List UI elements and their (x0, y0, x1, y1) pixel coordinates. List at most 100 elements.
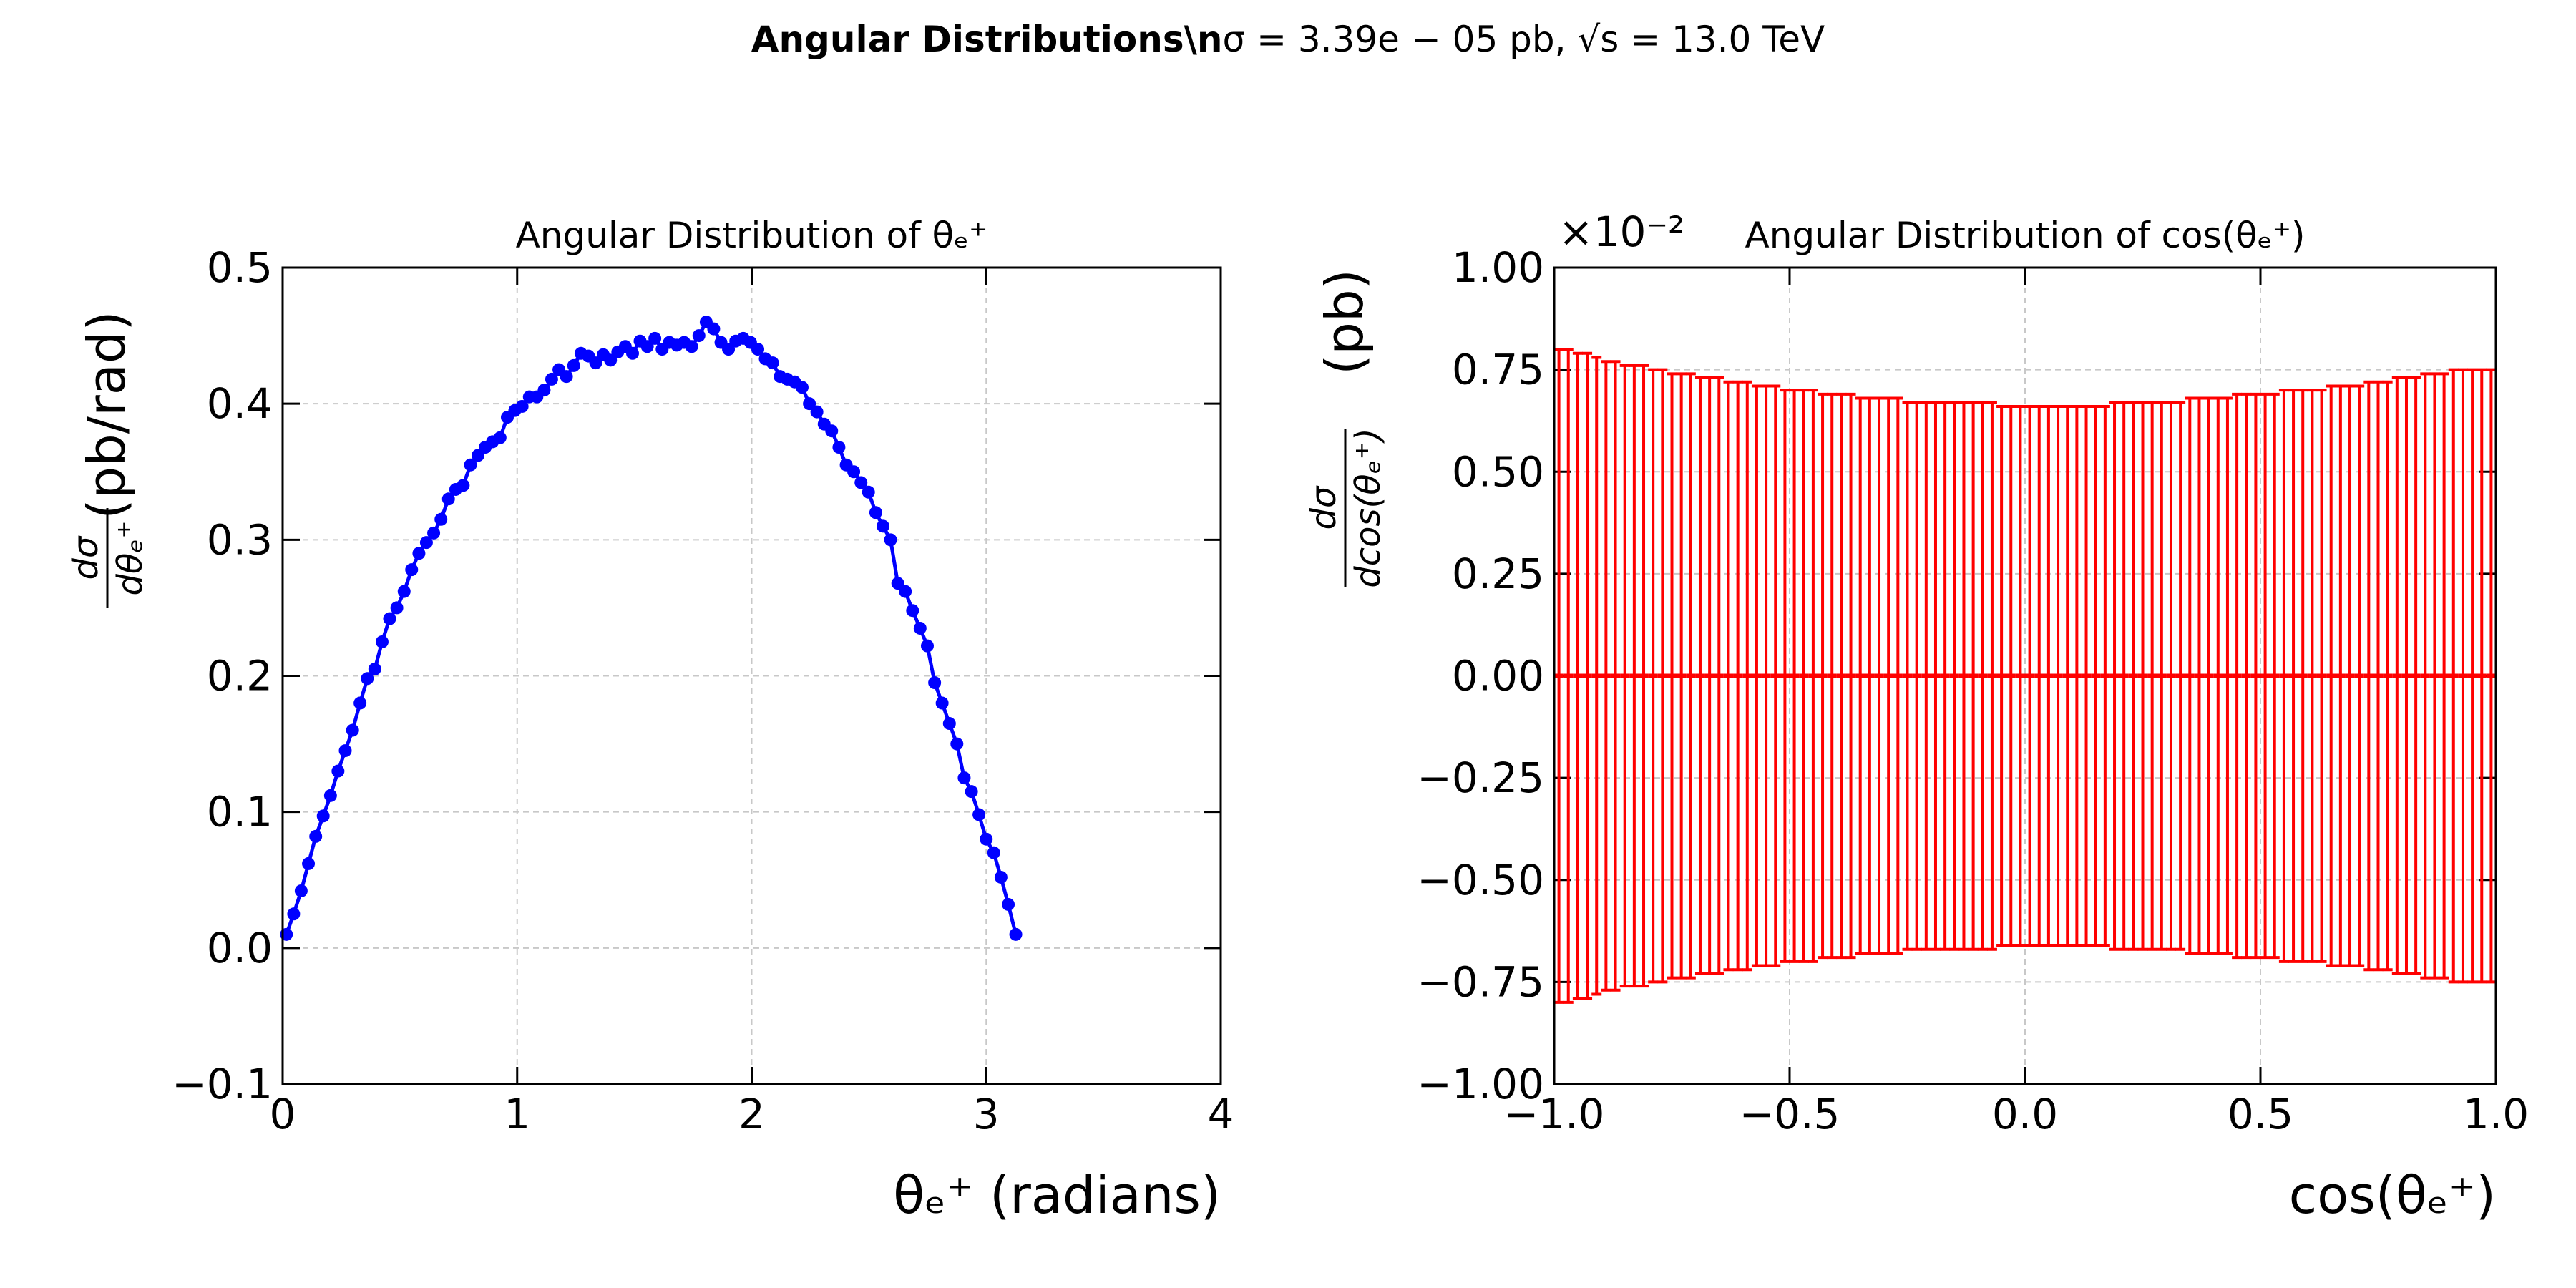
data-point (950, 737, 964, 751)
data-point (965, 785, 978, 799)
data-point (405, 563, 419, 577)
y-tick-label: −0.25 (1417, 753, 1544, 802)
data-point (457, 479, 470, 492)
data-point (287, 907, 301, 921)
data-point (1002, 897, 1015, 911)
data-point (294, 884, 308, 897)
x-tick-label: 1 (504, 1090, 530, 1138)
y-tick-label: 0.50 (1452, 447, 1544, 496)
data-point (766, 356, 779, 370)
data-point (972, 808, 986, 821)
data-point (957, 771, 971, 785)
data-point (869, 506, 882, 519)
data-point (803, 397, 816, 411)
data-point (1009, 927, 1023, 941)
data-point (832, 441, 846, 454)
y-label-unit: (pb/rad) (77, 311, 137, 519)
y-tick-label: 0.2 (207, 652, 273, 701)
y-tick-label: 0.5 (207, 243, 273, 292)
data-point (913, 621, 927, 635)
data-point (361, 672, 374, 686)
data-point (412, 547, 426, 560)
data-point (980, 832, 993, 846)
y-label-unit: (pb) (1314, 269, 1375, 375)
y-tick-label: 0.00 (1452, 652, 1544, 701)
data-point (810, 405, 824, 419)
axes-frame (1553, 266, 2497, 1085)
x-axis-label: cos(θₑ⁺) (2289, 1165, 2496, 1225)
data-point (353, 696, 367, 710)
data-point (309, 829, 323, 843)
data-point (338, 744, 352, 758)
data-point (692, 329, 706, 343)
data-point (920, 639, 934, 653)
y-tick-label: 0.25 (1452, 550, 1544, 598)
data-point (441, 492, 455, 506)
data-point (560, 370, 573, 384)
data-point (942, 717, 956, 731)
data-point (825, 424, 839, 438)
data-point (626, 346, 640, 360)
y-axis-label: dσ dcos(θₑ⁺) (pb) (1304, 269, 1388, 588)
data-point (751, 343, 765, 356)
data-point (935, 696, 949, 710)
data-point (368, 662, 381, 675)
data-point (515, 399, 529, 413)
data-point (346, 723, 359, 737)
data-point (847, 465, 861, 479)
x-tick-label: 3 (973, 1090, 1000, 1138)
data-point (390, 601, 404, 615)
data-point (707, 322, 721, 336)
data-point (434, 512, 448, 526)
data-point (877, 519, 890, 533)
offset-text: ×10⁻² (1558, 208, 1684, 256)
data-point (537, 384, 551, 397)
data-point (891, 577, 904, 590)
x-tick-label: 1.0 (2463, 1090, 2529, 1138)
data-point (928, 676, 942, 690)
data-point (906, 604, 919, 618)
data-point (648, 331, 662, 345)
data-point (397, 585, 411, 598)
y-tick-label: 0.75 (1452, 346, 1544, 394)
y-tick-label: 0.3 (207, 515, 273, 564)
data-point (640, 340, 654, 353)
data-point (316, 809, 330, 823)
y-label-denominator: dcos(θₑ⁺) (1348, 428, 1388, 587)
y-tick-label: 0.0 (207, 924, 273, 972)
data-point (987, 846, 1000, 859)
data-point (589, 356, 602, 370)
data-point (302, 857, 316, 870)
data-point (383, 612, 396, 625)
data-point (419, 536, 433, 550)
title-rest: σ = 3.39e − 05 pb, √s = 13.0 TeV (1222, 19, 1825, 60)
x-tick-label: −1.0 (1504, 1090, 1605, 1138)
x-tick-label: 0.5 (2228, 1090, 2293, 1138)
y-tick-label: 0.1 (207, 788, 273, 836)
x-axis-label: θₑ⁺ (radians) (893, 1165, 1221, 1225)
data-point (884, 533, 897, 547)
y-tick-label: 0.4 (207, 379, 273, 428)
y-tick-label: −0.1 (172, 1060, 273, 1108)
subplot-title: Angular Distribution of cos(θₑ⁺) (1745, 215, 2306, 256)
subplot-title: Angular Distribution of θₑ⁺ (516, 215, 988, 256)
y-label-denominator: dθₑ⁺ (110, 520, 150, 595)
data-point (323, 789, 337, 802)
data-point (427, 526, 441, 540)
data-point (331, 764, 345, 778)
data-point (854, 476, 868, 489)
x-tick-label: 0.0 (1992, 1090, 2058, 1138)
y-axis-label: dσ dθₑ⁺(pb/rad) (66, 311, 150, 608)
data-point (464, 458, 477, 472)
x-tick-label: 2 (738, 1090, 765, 1138)
data-point (375, 635, 389, 648)
data-point (567, 358, 580, 372)
title-bold: Angular Distributions\n (751, 19, 1223, 60)
x-tick-label: 4 (1208, 1090, 1234, 1138)
y-tick-label: −0.50 (1417, 856, 1544, 904)
y-tick-label: −1.00 (1417, 1060, 1544, 1108)
y-tick-label: 1.00 (1452, 243, 1544, 292)
